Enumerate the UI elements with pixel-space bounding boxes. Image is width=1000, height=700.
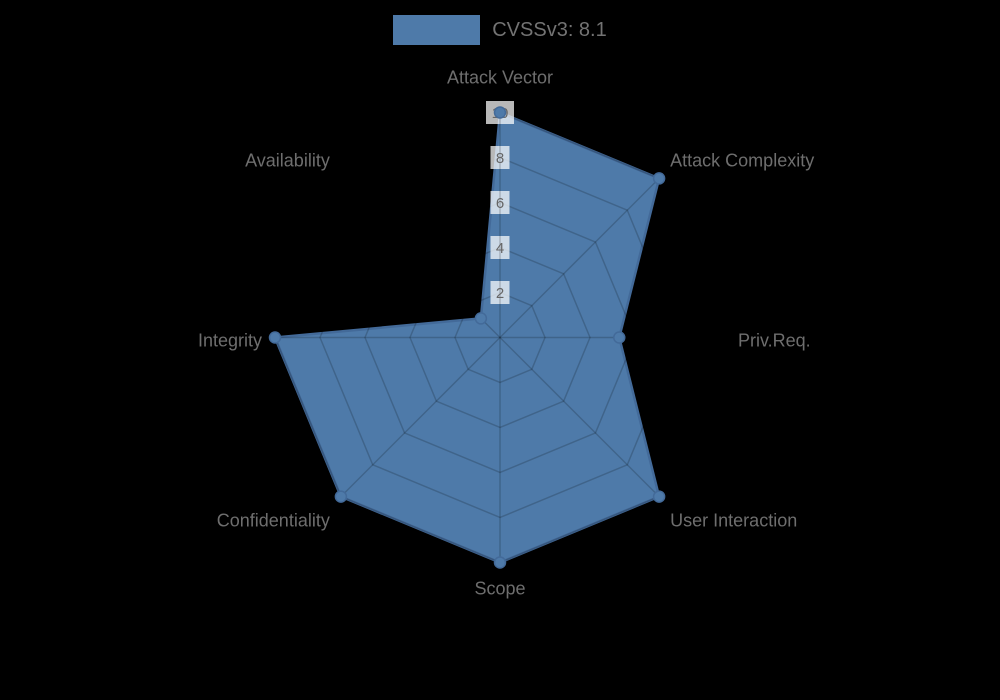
data-point[interactable]	[268, 331, 282, 344]
radial-tick-label: 6	[496, 195, 504, 212]
axis-label: Priv.Req.	[738, 331, 811, 351]
radial-tick-backdrop	[490, 191, 510, 214]
data-point[interactable]	[652, 490, 666, 503]
axis-label: Confidentiality	[217, 511, 330, 531]
grid-ring	[364, 201, 636, 474]
axis-label: Integrity	[198, 331, 262, 351]
grid-ring	[454, 291, 546, 384]
data-point[interactable]	[493, 106, 507, 119]
radial-tick-label: 2	[496, 285, 504, 302]
radial-tick-label: 8	[496, 150, 504, 167]
radial-tick-label: 4	[496, 240, 504, 257]
radial-tick-backdrop	[490, 281, 510, 304]
radial-tick-backdrop	[490, 236, 510, 259]
radial-tick-backdrop	[490, 146, 510, 169]
axis-label: Availability	[245, 150, 330, 170]
data-point[interactable]	[613, 331, 626, 344]
axis-spoke	[499, 177, 660, 339]
axis-label: Attack Vector	[447, 68, 553, 88]
data-point[interactable]	[474, 312, 488, 325]
grid-ring	[409, 246, 591, 429]
axis-label: Scope	[474, 579, 525, 599]
axis-spoke	[499, 336, 660, 498]
axis-label: User Interaction	[670, 511, 797, 531]
data-point[interactable]	[493, 556, 507, 569]
axis-label: Attack Complexity	[670, 150, 814, 170]
data-point[interactable]	[334, 490, 348, 503]
grid-ring	[319, 156, 681, 519]
legend-swatch	[393, 15, 481, 45]
axis-spoke	[340, 336, 501, 498]
data-point[interactable]	[652, 172, 666, 185]
axis-spoke	[340, 177, 501, 339]
legend-label: CVSSv3: 8.1	[492, 19, 607, 41]
chart-legend[interactable]: CVSSv3: 8.1	[0, 15, 1000, 45]
